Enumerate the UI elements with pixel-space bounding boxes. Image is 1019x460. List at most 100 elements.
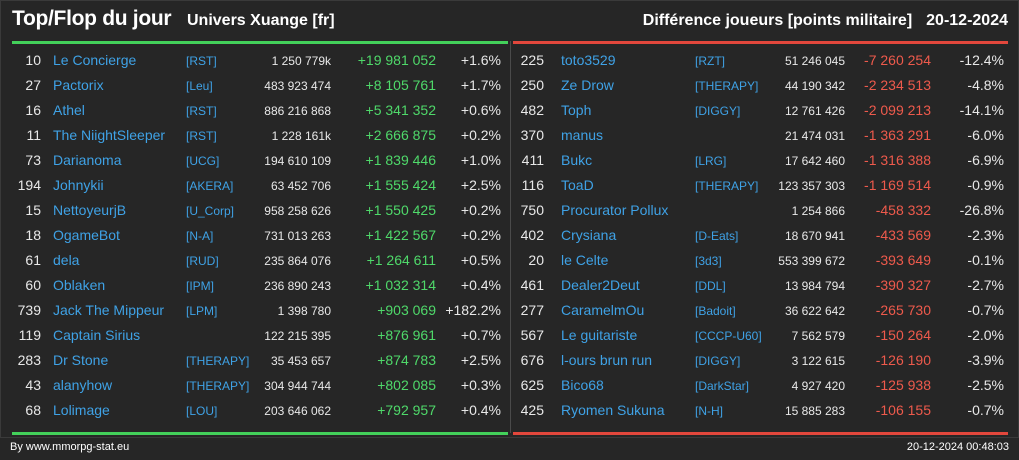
alliance-tag-link[interactable]: [UCG] xyxy=(186,154,220,168)
player-name-link[interactable]: toto3529 xyxy=(561,52,616,68)
points-difference: +1 264 611 xyxy=(366,252,436,268)
alliance-tag-link[interactable]: [Badoit] xyxy=(695,304,736,318)
player-points: 236 890 243 xyxy=(264,279,331,293)
percent-change: -3.9% xyxy=(967,352,1004,368)
player-name-link[interactable]: Toph xyxy=(561,102,592,118)
player-points: 4 927 420 xyxy=(791,379,845,393)
points-difference: -1 363 291 xyxy=(864,127,931,143)
loser-row: 411 Bukc [LRG] 17 642 460 -1 316 388 -6.9% xyxy=(510,148,1010,173)
alliance-tag-link[interactable]: [RUD] xyxy=(186,254,219,268)
player-name-link[interactable]: Le Concierge xyxy=(53,52,137,68)
player-rank: 250 xyxy=(520,77,544,93)
player-rank: 750 xyxy=(520,202,544,218)
alliance-tag-link[interactable]: [DIGGY] xyxy=(695,104,741,118)
player-name-link[interactable]: OgameBot xyxy=(53,227,120,243)
player-name-link[interactable]: Darianoma xyxy=(53,152,122,168)
player-name-link[interactable]: Johnykii xyxy=(53,177,104,193)
player-name-link[interactable]: The NiightSleeper xyxy=(53,127,166,143)
player-name-link[interactable]: Pactorix xyxy=(53,77,104,93)
gainer-row: 43 alanyhow [THERAPY] 304 944 744 +802 085 +0… xyxy=(1,373,501,398)
alliance-tag-link[interactable]: [RST] xyxy=(186,129,217,143)
alliance-tag-link[interactable]: [THERAPY] xyxy=(695,79,759,93)
footer: By www.mmorpg-stat.eu 20-12-2024 00:48:0… xyxy=(0,438,1019,460)
player-rank: 402 xyxy=(520,227,544,243)
points-difference: +5 341 352 xyxy=(365,102,436,118)
player-name-link[interactable]: Athel xyxy=(53,102,85,118)
header-right: Différence joueurs [points militaire] 20-… xyxy=(643,12,1008,30)
player-name-link[interactable]: l-ours brun run xyxy=(561,352,653,368)
alliance-tag-link[interactable]: [N-H] xyxy=(695,404,723,418)
percent-change: -2.3% xyxy=(967,227,1004,243)
player-name-link[interactable]: Jack The Mippeur xyxy=(53,302,165,318)
points-difference: -150 264 xyxy=(875,327,931,343)
page-title: Top/Flop du jour xyxy=(12,7,172,30)
player-name-link[interactable]: alanyhow xyxy=(53,377,113,393)
alliance-tag-link[interactable]: [CCCP-U60] xyxy=(695,329,762,343)
credit-link[interactable]: By www.mmorpg-stat.eu xyxy=(10,441,130,453)
player-name-link[interactable]: Lolimage xyxy=(53,402,110,418)
player-points: 17 642 460 xyxy=(784,154,845,168)
points-difference: -390 327 xyxy=(875,277,931,293)
alliance-tag-link[interactable]: [DDL] xyxy=(695,279,726,293)
alliance-tag-link[interactable]: [IPM] xyxy=(186,279,215,293)
alliance-tag-link[interactable]: [LRG] xyxy=(695,154,727,168)
alliance-tag-link[interactable]: [THERAPY] xyxy=(186,379,250,393)
player-name-link[interactable]: Crysiana xyxy=(561,227,617,243)
alliance-tag-link[interactable]: [Leu] xyxy=(186,79,213,93)
generated-timestamp: 20-12-2024 00:48:03 xyxy=(906,441,1009,453)
player-points: 1 398 780 xyxy=(277,304,331,318)
percent-change: +0.4% xyxy=(460,402,501,418)
alliance-tag-link[interactable]: [DIGGY] xyxy=(695,354,741,368)
player-name-link[interactable]: Bico68 xyxy=(561,377,604,393)
percent-change: -0.9% xyxy=(967,177,1004,193)
player-name-link[interactable]: Oblaken xyxy=(53,277,106,293)
alliance-tag-link[interactable]: [RST] xyxy=(186,104,217,118)
player-rank: 739 xyxy=(17,302,41,318)
player-points: 63 452 706 xyxy=(270,179,331,193)
gainer-row: 16 Athel [RST] 886 216 868 +5 341 352 +0.6% xyxy=(1,98,501,123)
alliance-tag-link[interactable]: [RST] xyxy=(186,54,217,68)
alliance-tag-link[interactable]: [AKERA] xyxy=(186,179,234,193)
player-rank: 61 xyxy=(25,252,41,268)
player-name-link[interactable]: dela xyxy=(53,252,80,268)
alliance-tag-link[interactable]: [DarkStar] xyxy=(695,379,750,393)
points-difference: +2 666 875 xyxy=(365,127,436,143)
player-points: 731 013 263 xyxy=(264,229,331,243)
percent-change: -2.7% xyxy=(967,277,1004,293)
percent-change: -2.5% xyxy=(967,377,1004,393)
alliance-tag-link[interactable]: [D-Eats] xyxy=(695,229,739,243)
points-difference: +792 957 xyxy=(377,402,436,418)
alliance-tag-link[interactable]: [THERAPY] xyxy=(186,354,250,368)
alliance-tag-link[interactable]: [LOU] xyxy=(186,404,218,418)
player-points: 1 250 779k xyxy=(271,54,331,68)
column-separator xyxy=(510,41,511,433)
player-name-link[interactable]: Bukc xyxy=(561,152,593,168)
player-name-link[interactable]: CaramelmOu xyxy=(561,302,645,318)
player-rank: 283 xyxy=(17,352,41,368)
player-name-link[interactable]: le Celte xyxy=(561,252,609,268)
alliance-tag-link[interactable]: [3d3] xyxy=(695,254,722,268)
player-rank: 16 xyxy=(25,102,41,118)
alliance-tag-link[interactable]: [THERAPY] xyxy=(695,179,759,193)
gainer-row: 18 OgameBot [N-A] 731 013 263 +1 422 567 +0.2… xyxy=(1,223,501,248)
player-name-link[interactable]: Captain Sirius xyxy=(53,327,141,343)
player-name-link[interactable]: manus xyxy=(561,127,604,143)
player-name-link[interactable]: NettoyeurjB xyxy=(53,202,127,218)
alliance-tag-link[interactable]: [U_Corp] xyxy=(186,204,235,218)
loser-row: 482 Toph [DIGGY] 12 761 426 -2 099 213 -14.1% xyxy=(510,98,1010,123)
player-rank: 370 xyxy=(520,127,544,143)
player-rank: 10 xyxy=(25,52,41,68)
player-name-link[interactable]: Dealer2Deut xyxy=(561,277,640,293)
player-points: 44 190 342 xyxy=(784,79,845,93)
player-name-link[interactable]: Dr Stone xyxy=(53,352,109,368)
player-name-link[interactable]: ToaD xyxy=(561,177,594,193)
alliance-tag-link[interactable]: [RZT] xyxy=(695,54,725,68)
subtitle: Différence joueurs [points militaire] xyxy=(642,12,913,29)
player-points: 235 864 076 xyxy=(264,254,331,268)
player-name-link[interactable]: Le guitariste xyxy=(561,327,638,343)
player-name-link[interactable]: Ryomen Sukuna xyxy=(561,402,665,418)
alliance-tag-link[interactable]: [N-A] xyxy=(186,229,214,243)
player-name-link[interactable]: Procurator Pollux xyxy=(561,202,669,218)
player-name-link[interactable]: Ze Drow xyxy=(561,77,614,93)
alliance-tag-link[interactable]: [LPM] xyxy=(186,304,218,318)
